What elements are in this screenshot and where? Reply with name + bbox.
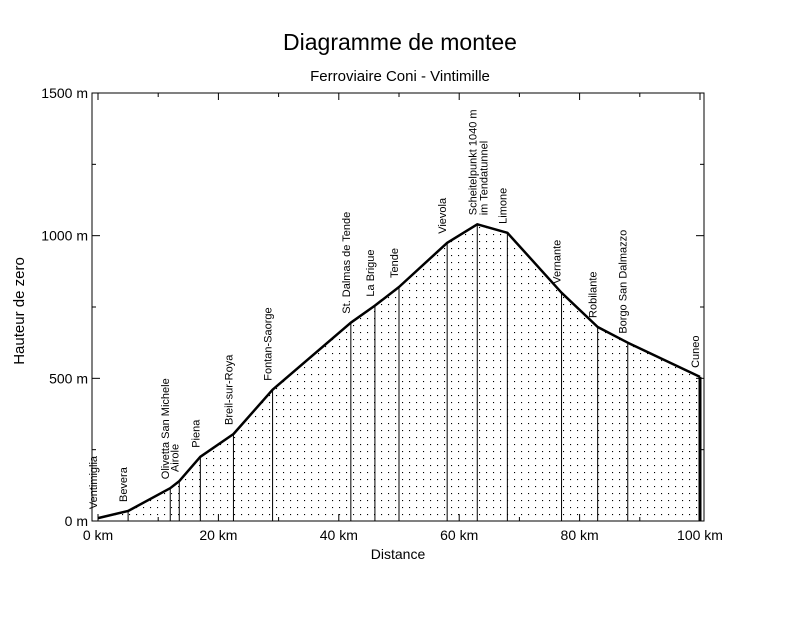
- x-tick-label: 100 km: [677, 527, 723, 543]
- station-label: Olivetta San Michele: [160, 378, 172, 479]
- x-tick-label: 80 km: [561, 527, 599, 543]
- station-labels: Ventimiglia Bevera Olivetta San MicheleAir…: [88, 109, 702, 509]
- chart-title: Diagramme de montee: [283, 29, 517, 55]
- station-label: Piena: [190, 419, 202, 448]
- station-label: Breil-sur-Roya: [223, 354, 235, 425]
- station-label: Vievola: [437, 197, 449, 234]
- station-label: Borgo San Dalmazzo: [618, 230, 630, 334]
- y-axis-label: Hauteur de zero: [11, 257, 28, 365]
- y-tick-label: 0 m: [65, 513, 88, 529]
- y-tick-label: 1500 m: [41, 85, 88, 101]
- chart-subtitle: Ferroviaire Coni - Vintimille: [310, 68, 490, 85]
- station-label: St. Dalmas de Tende: [341, 212, 353, 314]
- station-label: Airole: [169, 444, 181, 472]
- station-label: Bevera: [118, 466, 130, 502]
- y-tick-label: 1000 m: [41, 228, 88, 244]
- x-axis-label: Distance: [371, 546, 426, 562]
- station-label: Tende: [389, 248, 401, 278]
- x-tick-label: 20 km: [199, 527, 237, 543]
- station-markers: [97, 224, 701, 521]
- station-label: Fontan-Saorge: [263, 307, 275, 380]
- station-label: Scheitelpunkt 1040 m: [467, 109, 479, 215]
- x-tick-label: 40 km: [320, 527, 358, 543]
- station-label: La Brigue: [365, 249, 377, 296]
- y-tick-label: 500 m: [49, 370, 88, 386]
- x-tick-label: 0 km: [83, 527, 113, 543]
- x-tick-label: 60 km: [440, 527, 478, 543]
- station-label: Ventimiglia: [88, 455, 100, 509]
- axis-ticks: 0 km 20 km 40 km 60 km 80 km 100 km 0 m 500 m 10…: [41, 85, 723, 543]
- station-label: Robilante: [588, 271, 600, 317]
- station-label: Cuneo: [690, 335, 702, 367]
- station-label: Vernante: [552, 240, 564, 284]
- station-label-line2: im Tendatunnel: [478, 141, 490, 215]
- station-label: Limone: [497, 188, 509, 224]
